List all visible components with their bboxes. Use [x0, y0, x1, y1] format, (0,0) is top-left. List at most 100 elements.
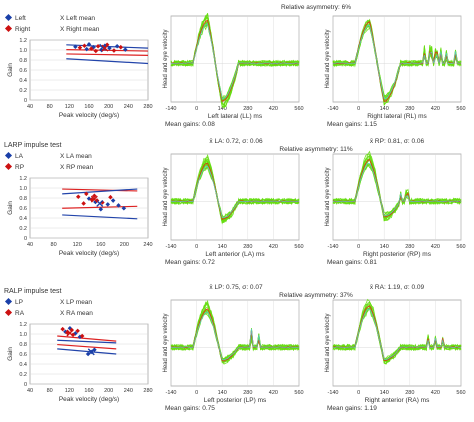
- x-tick-label: 560: [456, 244, 465, 250]
- x-tick-label: 560: [456, 390, 465, 396]
- data-point: [93, 48, 99, 54]
- y-tick-label: 0.2: [19, 372, 27, 378]
- x-tick-label: 0: [357, 390, 360, 396]
- trace-y-label: Head and eye velocity: [325, 29, 331, 88]
- x-tick-label: -140: [165, 390, 176, 396]
- y-tick-label: 0.8: [19, 58, 27, 64]
- data-point: [110, 198, 116, 203]
- trace-axis-title: Right posterior (RP) ms: [363, 251, 432, 258]
- reference-band-line: [57, 348, 117, 355]
- x-tick-label: 420: [431, 244, 440, 250]
- x-tick-label: 80: [47, 388, 53, 394]
- data-point: [76, 194, 81, 199]
- x-tick-label: 560: [456, 106, 465, 112]
- x-tick-label: 0: [357, 106, 360, 112]
- reference-band-line: [62, 205, 138, 209]
- x-tick-label: 0: [357, 244, 360, 250]
- legend-label: LP: [15, 299, 23, 306]
- stats-right: x̄ RP: 0.81, σ: 0.06: [370, 138, 425, 145]
- legend-diamond-icon: [4, 24, 13, 33]
- data-point: [82, 43, 87, 49]
- x-tick-label: 80: [51, 242, 57, 248]
- mean-gain-text: Mean gains: 0.81: [327, 259, 377, 266]
- section-label: LARP impulse test: [4, 142, 62, 149]
- trace-panel-frame: [170, 153, 300, 241]
- mean-gain-text: Mean gains: 0.75: [165, 405, 215, 412]
- x-tick-label: 0: [195, 390, 198, 396]
- data-point: [104, 42, 110, 48]
- data-point: [107, 45, 112, 51]
- data-point: [105, 202, 111, 207]
- mean-marker: [66, 329, 74, 337]
- mean-marker: [101, 44, 109, 52]
- trace-axis-title: Left anterior (LA) ms: [205, 251, 265, 258]
- x-tick-label: -140: [327, 106, 338, 112]
- gain-legend: LA X LA mean RP X RP mean: [4, 151, 94, 171]
- data-point: [114, 43, 120, 49]
- legend-diamond-icon: [4, 13, 13, 22]
- reference-band-line: [62, 188, 138, 192]
- x-tick-label: 560: [294, 106, 303, 112]
- x-tick-label: -140: [327, 390, 338, 396]
- y-tick-label: 0: [24, 382, 27, 388]
- legend-label: X LP mean: [60, 299, 92, 306]
- x-tick-label: 200: [104, 104, 113, 110]
- y-tick-label: 1.2: [19, 176, 27, 182]
- mean-marker: [90, 195, 98, 203]
- x-tick-label: 280: [405, 244, 414, 250]
- relative-asymmetry: Relative asymmetry: 6%: [281, 4, 351, 11]
- data-point: [86, 42, 92, 47]
- y-tick-label: 0.4: [19, 216, 27, 222]
- y-tick-label: 0.6: [19, 352, 27, 358]
- data-point: [121, 205, 127, 211]
- x-tick-label: 560: [294, 244, 303, 250]
- test-row-lateral: Relative asymmetry: 6%: [281, 4, 351, 11]
- y-tick-label: 1.0: [19, 186, 27, 192]
- mean-gain-text: Mean gains: 1.19: [327, 405, 377, 412]
- x-tick-label: 140: [380, 106, 389, 112]
- trace-panel-frame: [170, 299, 300, 387]
- legend-label: X RA mean: [60, 310, 93, 317]
- x-axis-label: Peak velocity (deg/s): [59, 396, 119, 403]
- reference-band-line: [66, 53, 149, 56]
- y-axis-label: Gain: [7, 201, 14, 215]
- y-tick-label: 0.6: [19, 68, 27, 74]
- legend-diamond-icon: [4, 308, 13, 317]
- x-tick-label: 420: [269, 106, 278, 112]
- x-tick-label: 280: [143, 104, 152, 110]
- data-point: [81, 201, 86, 206]
- x-tick-label: 200: [104, 388, 113, 394]
- x-tick-label: 280: [405, 390, 414, 396]
- x-tick-label: 40: [27, 388, 33, 394]
- gain-plot: Left X Left mean Right X Right mean 0 0.2 0.4 0…: [4, 13, 153, 119]
- mean-gain-text: Mean gains: 0.08: [165, 121, 215, 128]
- gain-plot: LA X LA mean RP X RP mean 0 0.2 0.4 0.6 0.8 1.0 1.…: [4, 151, 153, 257]
- x-tick-label: 280: [405, 106, 414, 112]
- legend-diamond-icon: [4, 297, 13, 306]
- relative-asymmetry: Relative asymmetry: 37%: [279, 292, 353, 299]
- y-axis-label: Gain: [7, 347, 14, 361]
- x-tick-label: 420: [269, 244, 278, 250]
- x-tick-label: 120: [73, 242, 82, 248]
- section-label: RALP impulse test: [4, 288, 62, 295]
- reference-band-line: [57, 339, 117, 344]
- legend-label: X LA mean: [60, 153, 92, 160]
- y-tick-label: 0: [24, 98, 27, 104]
- trace-panel: -140 0 140 280 420 560 Right lateral (RL) ms He…: [325, 15, 466, 128]
- trace-y-label: Head and eye velocity: [325, 313, 331, 372]
- x-tick-label: 560: [294, 390, 303, 396]
- y-tick-label: 0.2: [19, 88, 27, 94]
- relative-asymmetry: Relative asymmetry: 11%: [279, 146, 352, 153]
- trace-axis-title: Left lateral (LL) ms: [208, 113, 263, 120]
- data-point: [73, 44, 78, 49]
- legend-diamond-icon: [4, 162, 13, 171]
- x-tick-label: 160: [84, 104, 93, 110]
- reference-band-line: [62, 188, 138, 195]
- trace-panel: -140 0 140 280 420 560 Left posterior (LP) ms H…: [163, 299, 304, 412]
- trace-panel-frame: [332, 299, 462, 387]
- trace-axis-title: Left posterior (LP) ms: [204, 397, 267, 404]
- x-tick-label: 140: [218, 106, 227, 112]
- trace-panel: -140 0 140 280 420 560 Right posterior (RP) ms…: [325, 150, 466, 266]
- x-tick-label: 0: [195, 244, 198, 250]
- stats-left: x̄ LA: 0.72, σ: 0.06: [209, 138, 263, 145]
